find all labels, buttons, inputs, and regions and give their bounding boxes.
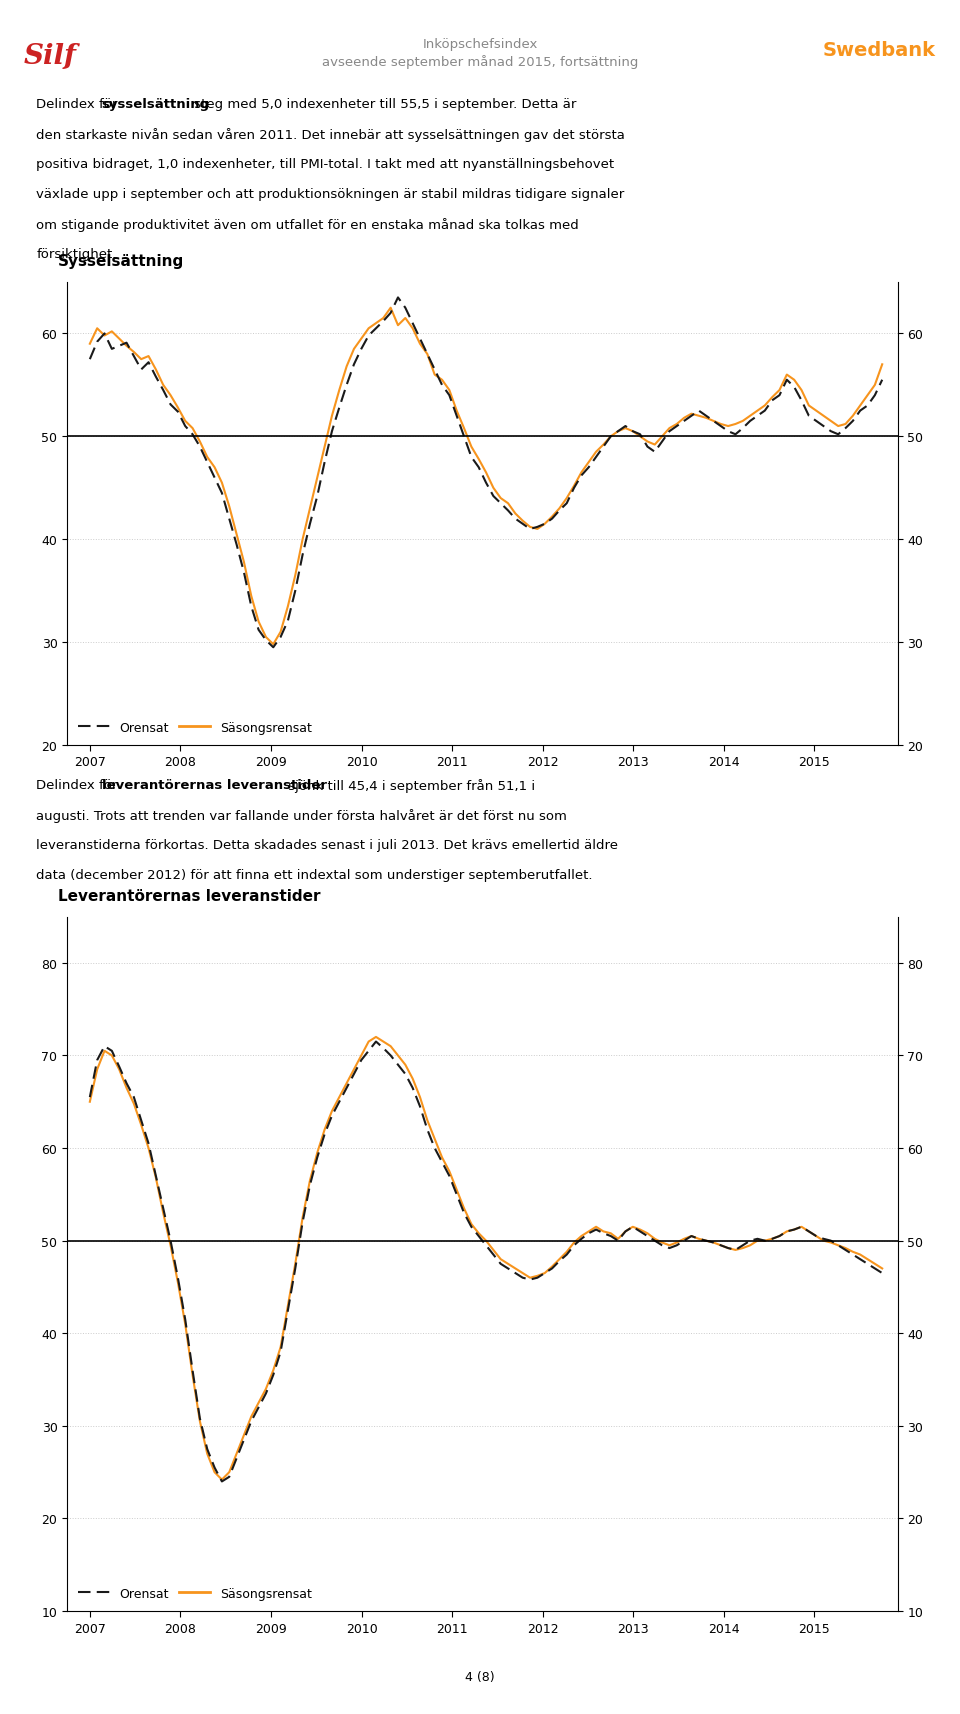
Text: Leverantörernas leveranstider: Leverantörernas leveranstider: [58, 888, 320, 903]
Text: om stigande produktivitet även om utfallet för en enstaka månad ska tolkas med: om stigande produktivitet även om utfall…: [36, 218, 579, 231]
Text: Silf: Silf: [24, 43, 77, 70]
Legend: Orensat, Säsongsrensat: Orensat, Säsongsrensat: [74, 1582, 318, 1604]
Text: försiktighet.: försiktighet.: [36, 249, 117, 261]
Text: växlade upp i september och att produktionsökningen är stabil mildras tidigare s: växlade upp i september och att produkti…: [36, 189, 625, 201]
Text: sjönk till 45,4 i september från 51,1 i: sjönk till 45,4 i september från 51,1 i: [284, 778, 536, 792]
Text: avseende september månad 2015, fortsättning: avseende september månad 2015, fortsättn…: [322, 55, 638, 69]
Text: sysselsättning: sysselsättning: [102, 98, 210, 111]
Text: 4 (8): 4 (8): [466, 1669, 494, 1683]
Text: Swedbank: Swedbank: [823, 41, 936, 60]
Text: leveranstiderna förkortas. Detta skadades senast i juli 2013. Det krävs emellert: leveranstiderna förkortas. Detta skadade…: [36, 838, 618, 852]
Text: Sysselsättning: Sysselsättning: [58, 254, 184, 269]
Text: Delindex för: Delindex för: [36, 98, 122, 111]
Text: steg med 5,0 indexenheter till 55,5 i september. Detta är: steg med 5,0 indexenheter till 55,5 i se…: [190, 98, 576, 111]
Text: augusti. Trots att trenden var fallande under första halvåret är det först nu so: augusti. Trots att trenden var fallande …: [36, 807, 567, 823]
Text: positiva bidraget, 1,0 indexenheter, till PMI-total. I takt med att nyanställnin: positiva bidraget, 1,0 indexenheter, til…: [36, 158, 614, 171]
Text: den starkaste nivån sedan våren 2011. Det innebär att sysselsättningen gav det s: den starkaste nivån sedan våren 2011. De…: [36, 127, 625, 142]
Text: Inköpschefsindex: Inköpschefsindex: [422, 38, 538, 51]
Text: Delindex för: Delindex för: [36, 778, 122, 792]
Text: leverantörernas leveranstider: leverantörernas leveranstider: [102, 778, 326, 792]
Text: data (december 2012) för att finna ett indextal som understiger septemberutfalle: data (december 2012) för att finna ett i…: [36, 867, 593, 881]
Legend: Orensat, Säsongsrensat: Orensat, Säsongsrensat: [74, 716, 318, 739]
